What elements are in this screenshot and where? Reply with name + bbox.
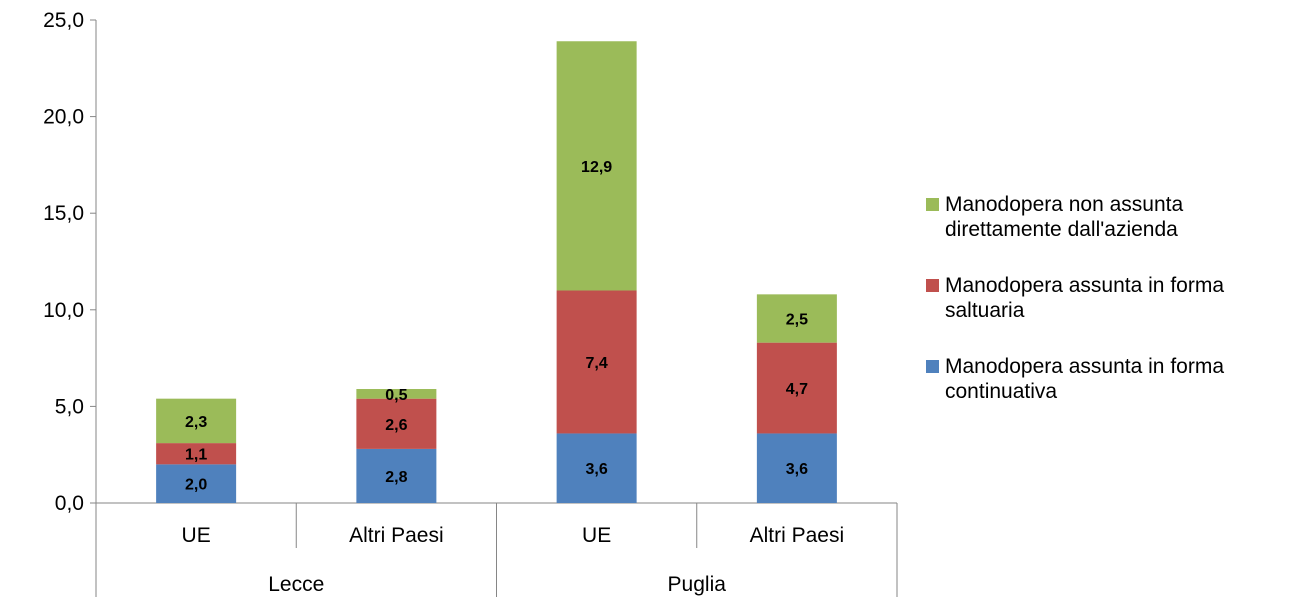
bar-segment — [756, 433, 837, 503]
axes: 0,0 5,0 10,0 15,0 20,0 25,0 UE Altri Paesi UE Alt… — [43, 9, 898, 597]
legend-label-line: saltuaria — [945, 299, 1025, 322]
legend-item-non-assunta: Manodopera non assunta direttamente dall… — [926, 192, 1303, 242]
bar-segment — [556, 433, 637, 503]
x-group-label: Puglia — [668, 573, 727, 596]
bar-segment — [556, 41, 637, 291]
legend-item-saltuaria: Manodopera assunta in forma saltuaria — [926, 273, 1303, 323]
bar-segment — [756, 294, 837, 343]
legend-swatch-green — [926, 198, 939, 211]
bar-data-label: 7,4 — [586, 355, 608, 372]
bar-data-label: 1,1 — [185, 447, 207, 464]
y-tick-label: 20,0 — [43, 106, 84, 129]
x-category-label: Altri Paesi — [750, 524, 845, 547]
legend-label-line: continuativa — [945, 380, 1058, 403]
bar-segment — [756, 342, 837, 434]
x-category-label: UE — [182, 524, 211, 547]
bar-data-label: 4,7 — [786, 381, 808, 398]
bar-data-label: 2,3 — [185, 414, 207, 431]
bar-segment — [156, 398, 237, 444]
x-group-label: Lecce — [268, 573, 324, 596]
bar-segment — [356, 398, 437, 449]
bar-segment — [156, 464, 237, 503]
y-tick-label: 0,0 — [55, 492, 84, 515]
legend-label-line: direttamente dall'azienda — [945, 218, 1178, 241]
data-labels: 2,0 1,1 2,3 2,8 2,6 0,5 3,6 7,4 12,9 3,6 4,7 2,5 — [185, 159, 808, 494]
bar-data-label: 0,5 — [385, 387, 407, 404]
bar-segment — [156, 443, 237, 465]
y-tick-label: 15,0 — [43, 202, 84, 225]
bar-data-label: 2,0 — [185, 477, 207, 494]
legend: Manodopera non assunta direttamente dall… — [926, 192, 1303, 435]
bar-data-label: 2,6 — [385, 417, 407, 434]
bar-segment — [556, 290, 637, 434]
bar-data-label: 3,6 — [786, 461, 808, 478]
bar-data-label: 2,8 — [385, 469, 407, 486]
bar-data-label: 2,5 — [786, 311, 808, 328]
bar-segment — [356, 448, 437, 503]
x-category-label: UE — [582, 524, 611, 547]
y-tick-label: 5,0 — [55, 395, 84, 418]
legend-item-continuativa: Manodopera assunta in forma continuativa — [926, 354, 1303, 404]
legend-swatch-red — [926, 279, 939, 292]
x-category-label: Altri Paesi — [349, 524, 444, 547]
bars — [156, 41, 837, 503]
legend-swatch-blue — [926, 360, 939, 373]
y-tick-label: 25,0 — [43, 9, 84, 32]
legend-label-line: Manodopera assunta in forma — [945, 355, 1224, 378]
bar-data-label: 12,9 — [581, 159, 612, 176]
bar-data-label: 3,6 — [586, 461, 608, 478]
legend-label-line: Manodopera assunta in forma — [945, 274, 1224, 297]
legend-label-line: Manodopera non assunta — [945, 193, 1184, 216]
y-tick-label: 10,0 — [43, 299, 84, 322]
bar-segment — [356, 389, 437, 399]
